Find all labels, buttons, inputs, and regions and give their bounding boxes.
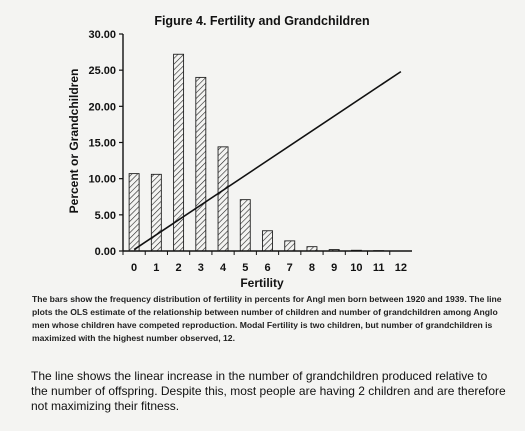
bar-7	[284, 240, 296, 252]
y-axis-label: Percent or Grandchildren	[67, 69, 81, 214]
explanatory-note: The line shows the linear increase in th…	[31, 369, 506, 413]
bars-layer	[128, 53, 385, 252]
y-tick-label: 10.00	[88, 174, 116, 186]
bar-4	[217, 146, 229, 252]
figure-caption: The bars show the frequency distribution…	[32, 294, 502, 343]
y-tick-label: 5.00	[95, 210, 116, 222]
ols-trend-line	[133, 70, 402, 251]
bar-0	[128, 173, 140, 252]
x-tick-label: 2	[176, 262, 182, 274]
x-tick-label: 6	[264, 262, 270, 274]
x-tick-label: 10	[350, 262, 362, 274]
trend-line-layer	[133, 70, 402, 251]
x-tick-label: 3	[198, 262, 204, 274]
x-axis-label: Fertility	[240, 276, 284, 290]
x-tick-label: 12	[395, 262, 407, 274]
bar-1	[150, 173, 162, 252]
x-tick-label: 8	[309, 262, 315, 274]
x-tick-label: 1	[153, 262, 159, 274]
x-tick-label: 11	[373, 262, 385, 274]
x-tick-label: 7	[287, 262, 293, 274]
y-tick-label: 25.00	[88, 65, 116, 77]
bar-3	[195, 76, 207, 252]
y-tick-label: 0.00	[95, 246, 116, 258]
x-tick-label: 5	[242, 262, 248, 274]
y-tick-label: 20.00	[88, 101, 116, 113]
x-tick-label: 9	[331, 262, 337, 274]
x-tick-label: 4	[220, 262, 227, 274]
x-tick-label: 0	[131, 262, 137, 274]
bar-5	[239, 199, 251, 252]
chart: Figure 4. Fertility and Grandchildren Pe…	[67, 14, 412, 290]
chart-title: Figure 4. Fertility and Grandchildren	[154, 14, 369, 28]
y-tick-label: 30.00	[88, 29, 116, 41]
y-tick-label: 15.00	[88, 138, 116, 150]
bar-6	[262, 230, 273, 252]
